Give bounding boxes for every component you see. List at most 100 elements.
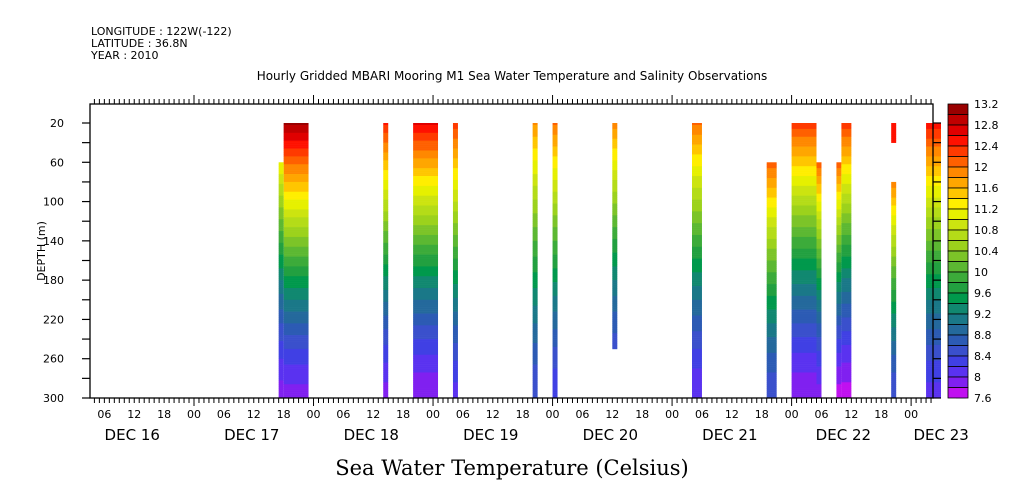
data-cell xyxy=(816,225,822,228)
data-cell xyxy=(836,193,842,196)
data-cell xyxy=(836,356,842,360)
data-cell xyxy=(692,284,702,287)
data-cell xyxy=(791,270,817,273)
data-cell xyxy=(791,289,817,293)
data-cell xyxy=(532,260,538,263)
data-cell xyxy=(612,270,618,273)
data-cell xyxy=(841,313,852,316)
data-cell xyxy=(413,384,439,387)
data-cell xyxy=(552,201,558,204)
data-cell xyxy=(278,343,284,346)
data-cell xyxy=(766,313,777,316)
data-cell xyxy=(413,319,439,322)
data-cell xyxy=(552,343,558,346)
data-cell xyxy=(413,376,439,379)
data-cell xyxy=(552,225,558,228)
data-cell xyxy=(278,266,284,269)
data-cell xyxy=(692,337,702,340)
data-cell xyxy=(836,168,842,171)
data-cell xyxy=(283,244,309,248)
data-cell xyxy=(816,250,822,253)
y-tick-label: 260 xyxy=(43,353,64,366)
data-cell xyxy=(532,284,538,287)
data-cell xyxy=(791,250,817,253)
data-cell xyxy=(841,289,852,293)
colorbar-swatch xyxy=(947,145,969,157)
data-cell xyxy=(283,382,309,385)
data-cell xyxy=(766,166,777,169)
x-tick-label: 06 xyxy=(97,408,111,421)
data-cell xyxy=(452,156,458,159)
data-cell xyxy=(383,352,389,356)
data-cell xyxy=(816,174,822,177)
data-cell xyxy=(612,288,618,291)
data-cell xyxy=(452,368,458,371)
data-cell xyxy=(532,193,538,196)
data-cell xyxy=(452,178,458,181)
data-cell xyxy=(283,390,309,393)
data-cell xyxy=(816,388,822,391)
data-cell xyxy=(278,394,284,397)
data-cell xyxy=(836,185,842,189)
data-cell xyxy=(532,225,538,228)
data-cell xyxy=(552,264,558,267)
data-cell xyxy=(413,358,439,361)
data-cell xyxy=(836,366,842,369)
data-cell xyxy=(791,341,817,344)
data-cell xyxy=(692,150,702,153)
data-cell xyxy=(692,140,702,143)
data-cell xyxy=(278,181,284,185)
data-cell xyxy=(791,321,817,324)
data-cell xyxy=(283,132,309,136)
data-cell xyxy=(891,126,897,130)
x-tick-label: 18 xyxy=(516,408,530,421)
x-tick-label: 00 xyxy=(307,408,321,421)
data-cell xyxy=(383,325,389,328)
data-cell xyxy=(413,168,439,171)
data-cell xyxy=(841,189,852,193)
data-cell xyxy=(452,223,458,226)
data-cell xyxy=(552,325,558,328)
data-cell xyxy=(383,191,389,195)
data-cell xyxy=(791,201,817,204)
data-cell xyxy=(816,278,822,281)
data-cell xyxy=(766,195,777,198)
data-cell xyxy=(383,248,389,251)
data-cell xyxy=(841,233,852,236)
data-cell xyxy=(452,181,458,185)
data-cell xyxy=(278,191,284,195)
data-cell xyxy=(283,215,309,218)
data-cell xyxy=(612,140,618,143)
data-cell xyxy=(766,360,777,363)
data-cell xyxy=(841,333,852,336)
data-cell xyxy=(836,242,842,246)
data-cell xyxy=(891,268,897,271)
data-cell xyxy=(836,187,842,191)
data-cell xyxy=(532,321,538,324)
data-cell xyxy=(841,378,852,381)
data-cell xyxy=(612,146,618,149)
data-cell xyxy=(413,242,439,246)
data-cell xyxy=(612,266,618,269)
data-cell xyxy=(452,128,458,132)
data-cell xyxy=(766,262,777,265)
data-cell xyxy=(891,274,897,277)
data-cell xyxy=(816,364,822,367)
data-cell xyxy=(552,293,558,297)
data-cell xyxy=(283,289,309,293)
data-cell xyxy=(532,356,538,360)
data-cell xyxy=(283,205,309,208)
data-cell xyxy=(532,256,538,259)
data-cell xyxy=(816,346,822,350)
data-cell xyxy=(816,221,822,224)
data-cell xyxy=(278,264,284,267)
data-cell xyxy=(766,199,777,202)
data-cell xyxy=(692,234,702,238)
data-cell xyxy=(891,266,897,269)
data-cell xyxy=(766,331,777,334)
data-cell xyxy=(383,289,389,293)
data-cell xyxy=(791,274,817,277)
data-cell xyxy=(891,193,897,196)
data-cell xyxy=(841,348,852,352)
data-cell xyxy=(766,366,777,369)
